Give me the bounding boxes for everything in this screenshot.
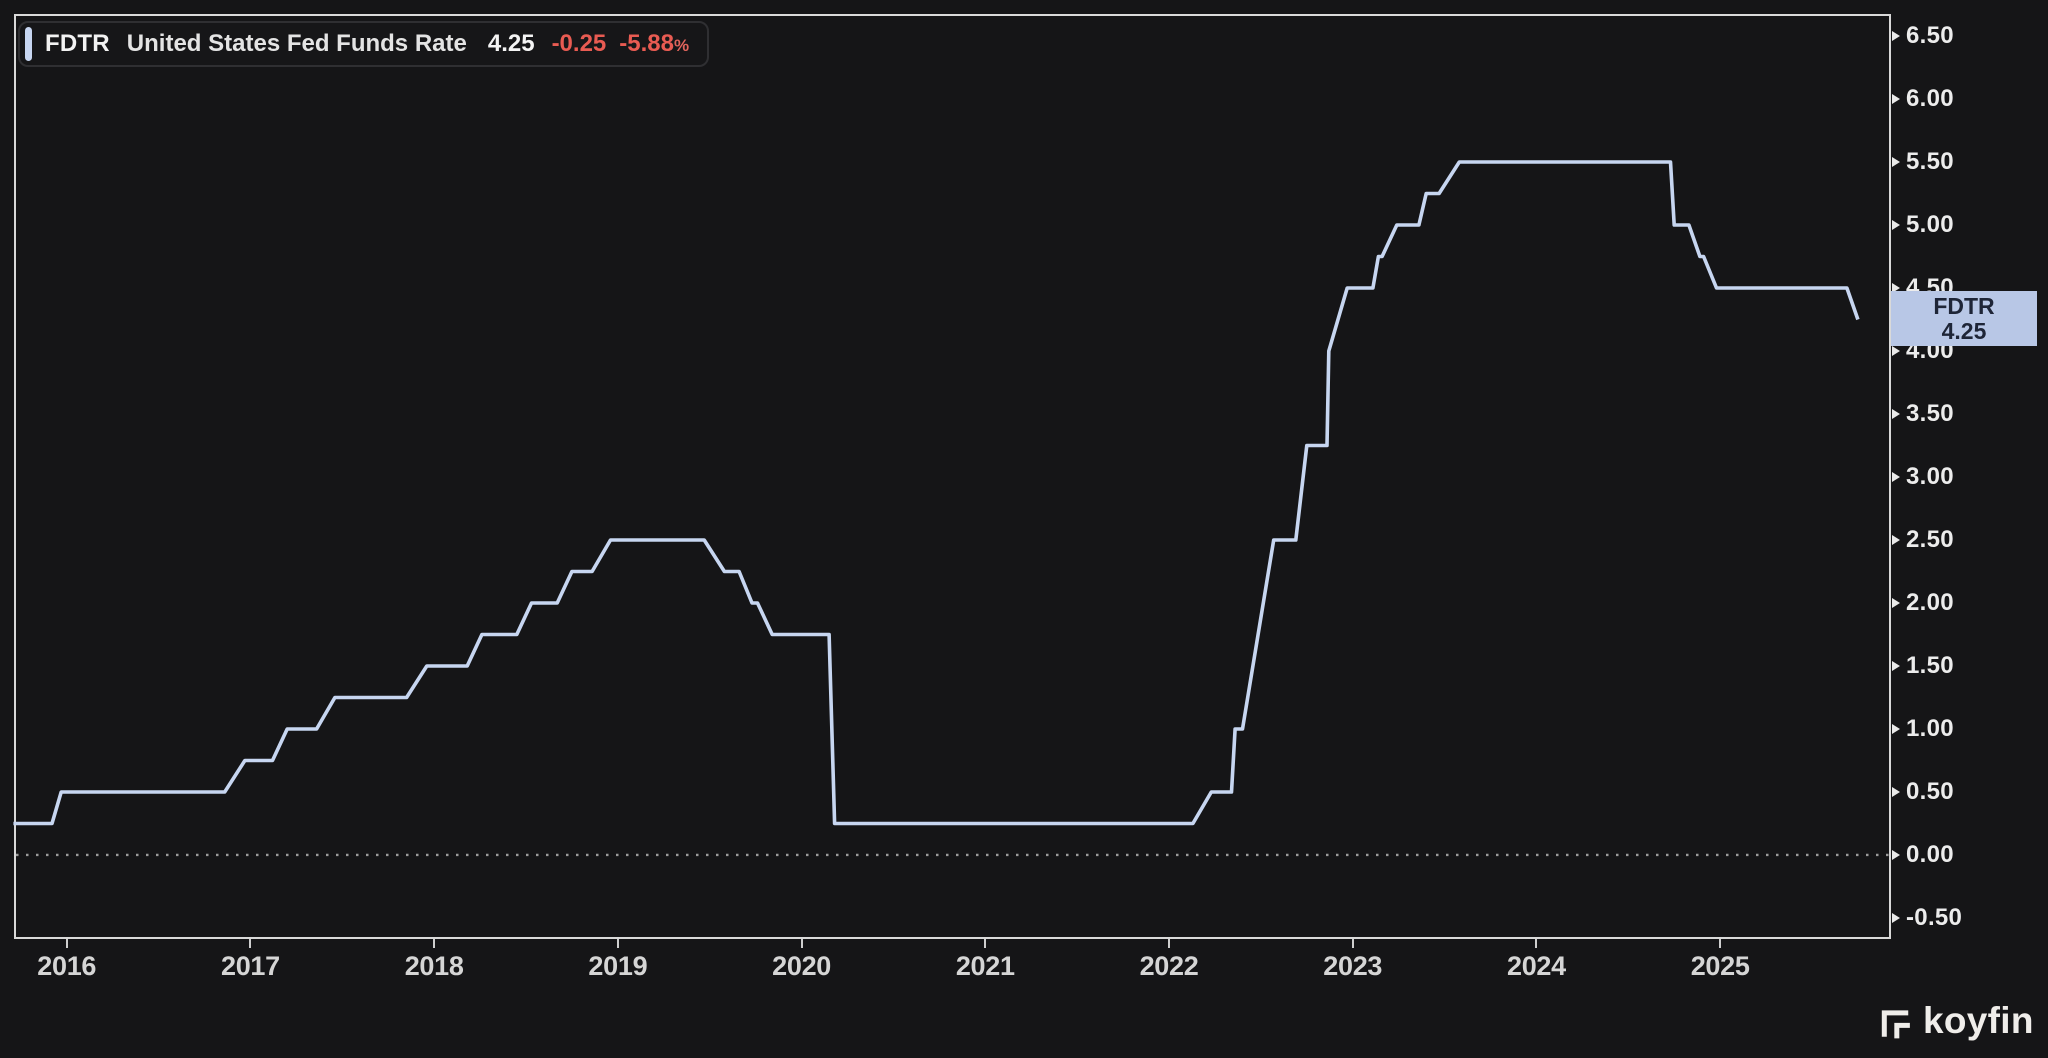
y-tick-arrow-icon [1892, 94, 1900, 105]
koyfin-watermark: koyfin [1874, 1000, 2034, 1042]
y-tick-label: 5.00 [1906, 211, 1954, 239]
x-tick-mark [433, 939, 436, 948]
legend-ticker: FDTR [45, 30, 110, 57]
x-tick-mark [800, 939, 803, 948]
y-tick-arrow-icon [1892, 597, 1900, 608]
x-tick-mark [1168, 939, 1170, 948]
y-tick-label: 6.50 [1906, 22, 1954, 50]
y-tick-label: 3.50 [1906, 400, 1954, 427]
y-tick-label: 6.00 [1906, 85, 1954, 113]
y-tick-arrow-icon [1892, 786, 1900, 797]
y-tick-label: -0.50 [1906, 903, 1963, 931]
y-tick-arrow-icon [1892, 283, 1900, 294]
fed-funds-rate-line [13, 160, 1860, 826]
x-tick-label: 2024 [1506, 951, 1566, 981]
y-tick-arrow-icon [1892, 723, 1900, 734]
y-tick-label: 1.00 [1906, 714, 1954, 742]
y-tick-label: 1.50 [1906, 651, 1954, 679]
legend-series-name: United States Fed Funds Rate [126, 30, 467, 57]
y-tick-arrow-icon [1892, 912, 1900, 923]
y-tick-arrow-icon [1892, 157, 1900, 168]
y-tick-arrow-icon [1892, 660, 1900, 671]
plot-area-border [14, 14, 1891, 939]
x-tick-label: 2017 [221, 951, 280, 981]
x-tick-mark [65, 939, 68, 948]
koyfin-logo-text: koyfin [1923, 1000, 2034, 1041]
y-tick-label: 2.00 [1906, 588, 1954, 616]
x-tick-label: 2022 [1139, 951, 1199, 981]
koyfin-logo-icon [1881, 1010, 1910, 1039]
x-tick-mark [616, 939, 619, 948]
y-tick-arrow-icon [1892, 409, 1900, 419]
y-tick-label: 0.00 [1906, 840, 1954, 868]
legend-accent-bar-icon [25, 27, 32, 61]
series-legend[interactable]: FDTR United States Fed Funds Rate 4.25 -… [18, 21, 710, 67]
y-tick-label: 5.50 [1906, 148, 1954, 176]
x-tick-label: 2021 [955, 951, 1015, 981]
legend-change-percent-value: -5.88 [619, 30, 674, 57]
percent-sign: % [673, 36, 690, 55]
x-tick-mark [1719, 939, 1722, 948]
y-tick-label: 3.00 [1906, 463, 1954, 490]
x-tick-label: 2018 [404, 951, 464, 981]
y-tick-arrow-icon [1892, 220, 1900, 231]
legend-last-price: 4.25 [487, 30, 535, 57]
x-tick-label: 2020 [772, 951, 832, 981]
x-tick-mark [1535, 939, 1538, 948]
y-tick-label: 2.50 [1906, 525, 1954, 553]
x-tick-mark [984, 939, 987, 948]
x-tick-mark [249, 939, 252, 948]
axis-price-tag-value: 4.25 [1941, 318, 1987, 344]
y-tick-arrow-icon [1892, 346, 1900, 357]
x-tick-label: 2023 [1323, 951, 1383, 981]
axis-price-tag-ticker: FDTR [1933, 293, 1995, 319]
axis-price-tag: FDTR 4.25 [1891, 291, 2037, 346]
y-tick-arrow-icon [1892, 534, 1900, 545]
y-tick-arrow-icon [1892, 472, 1900, 482]
y-tick-arrow-icon [1892, 849, 1900, 860]
x-tick-mark [1351, 939, 1354, 948]
x-tick-label: 2025 [1690, 951, 1750, 981]
legend-change: -0.25 [551, 30, 607, 57]
x-tick-label: 2019 [588, 951, 648, 981]
y-tick-arrow-icon [1892, 31, 1900, 42]
x-tick-label: 2016 [37, 951, 97, 981]
y-tick-label: 0.50 [1906, 777, 1954, 805]
legend-change-percent: -5.88% [619, 30, 689, 58]
